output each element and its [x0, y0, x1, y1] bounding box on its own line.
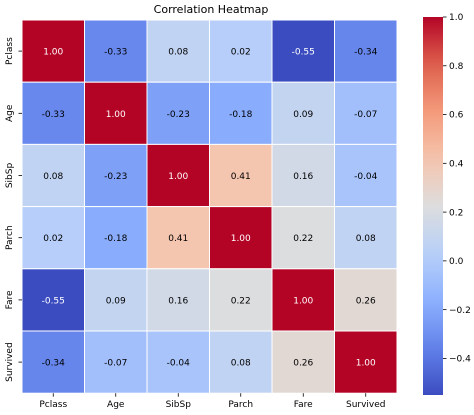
heatmap-cell — [271, 206, 335, 270]
cell-annotation: -0.18 — [104, 234, 128, 244]
y-axis: Pclass Age SibSp Parch Fare Survived — [5, 37, 22, 382]
cell-annotation: -0.55 — [42, 296, 65, 306]
heatmap-cell — [21, 330, 85, 394]
heatmap-cell — [146, 19, 210, 83]
heatmap-cell — [209, 81, 273, 145]
colorbar-tick-label: −0.2 — [449, 306, 471, 316]
colorbar-tick-label: 0.6 — [449, 111, 464, 121]
cell-annotation: -0.04 — [354, 172, 378, 182]
cell-annotation: 0.08 — [168, 48, 188, 58]
colorbar-tick-label: 1.0 — [449, 13, 464, 23]
cell-annotation: 0.08 — [356, 234, 376, 244]
colorbar: 1.0 0.8 0.6 0.4 0.2 0.0 −0.2 −0.4 — [423, 13, 471, 395]
cell-annotation: -0.34 — [42, 359, 66, 369]
x-tick-label: Survived — [346, 400, 386, 410]
cell-annotation: 0.02 — [43, 234, 63, 244]
heatmap-cell — [84, 206, 148, 270]
heatmap-cell — [209, 19, 273, 83]
heatmap-cell — [209, 143, 273, 208]
heatmap-cell — [271, 143, 335, 208]
colorbar-tick-label: 0.2 — [449, 208, 463, 218]
cell-annotation: 0.08 — [231, 359, 251, 369]
cell-annotation: -0.07 — [354, 110, 377, 120]
heatmap-cell — [146, 206, 210, 270]
colorbar-tick-label: −0.4 — [449, 355, 471, 365]
cell-annotation: 0.41 — [168, 234, 188, 244]
cell-annotation: -0.33 — [42, 110, 65, 120]
colorbar-tick-label: 0.0 — [449, 257, 464, 267]
heatmap-cell — [334, 81, 398, 145]
heatmap-cell — [334, 143, 398, 208]
cell-annotation: 0.16 — [168, 296, 188, 306]
heatmap-cell — [21, 268, 85, 332]
cell-annotation: -0.23 — [104, 172, 127, 182]
cell-annotation: -0.07 — [104, 359, 127, 369]
heatmap-cell — [334, 19, 398, 83]
cell-annotation: 1.00 — [43, 48, 63, 58]
heatmap-cell — [209, 206, 273, 270]
x-tick-label: Fare — [294, 400, 313, 410]
x-tick-label: Age — [107, 400, 125, 410]
cell-annotation: 0.41 — [231, 172, 251, 182]
cell-annotation: 0.26 — [293, 359, 313, 369]
chart-title: Correlation Heatmap — [154, 3, 269, 16]
heatmap-cell — [84, 143, 148, 208]
cell-annotation: 0.08 — [43, 172, 63, 182]
cell-annotation: 0.16 — [293, 172, 313, 182]
y-tick-label: Survived — [5, 342, 15, 382]
colorbar-gradient — [423, 17, 443, 395]
colorbar-tick-label: 0.8 — [449, 62, 464, 72]
y-tick-label: Age — [5, 104, 15, 122]
colorbar-tick-label: 0.4 — [449, 160, 464, 170]
heatmap-cell — [21, 19, 85, 83]
cell-annotation: -0.34 — [354, 48, 378, 58]
heatmap-cell — [334, 268, 398, 332]
cell-annotation: -0.33 — [104, 48, 127, 58]
heatmap-cell — [209, 268, 273, 332]
cell-annotation: 1.00 — [231, 234, 251, 244]
cell-annotation: -0.18 — [229, 110, 253, 120]
heatmap-cell — [334, 206, 398, 270]
heatmap-cell — [146, 268, 210, 332]
heatmap-cell — [21, 206, 85, 270]
cell-annotation: -0.23 — [167, 110, 190, 120]
cell-annotation: -0.04 — [167, 359, 191, 369]
cell-annotation: 0.09 — [293, 110, 313, 120]
x-tick-label: Parch — [228, 400, 253, 410]
y-tick-label: Fare — [5, 290, 15, 309]
heatmap-cell — [334, 330, 398, 394]
x-tick-label: SibSp — [166, 400, 192, 410]
heatmap-cell — [84, 81, 148, 145]
heatmap-cell — [84, 19, 148, 83]
cell-annotation: 0.22 — [231, 296, 251, 306]
x-axis: Pclass Age SibSp Parch Fare Survived — [39, 393, 386, 410]
cell-annotation: 1.00 — [106, 110, 126, 120]
cell-annotation: 0.02 — [231, 48, 251, 58]
x-tick-label: Pclass — [39, 400, 67, 410]
cell-annotation: -0.55 — [292, 48, 315, 58]
heatmap-cell — [271, 268, 335, 332]
y-tick-label: Parch — [5, 225, 15, 250]
heatmap-cells: 1.00 -0.33 0.08 0.02 -0.55 -0.34 -0.33 1.00 -0.2… — [21, 19, 398, 394]
cell-annotation: 0.09 — [106, 296, 126, 306]
cell-annotation: 1.00 — [293, 296, 313, 306]
cell-annotation: 0.22 — [293, 234, 313, 244]
cell-annotation: 1.00 — [168, 172, 188, 182]
cell-annotation: 1.00 — [356, 359, 376, 369]
cell-annotation: 0.26 — [356, 296, 376, 306]
y-tick-label: SibSp — [5, 163, 15, 189]
y-tick-label: Pclass — [5, 37, 15, 65]
